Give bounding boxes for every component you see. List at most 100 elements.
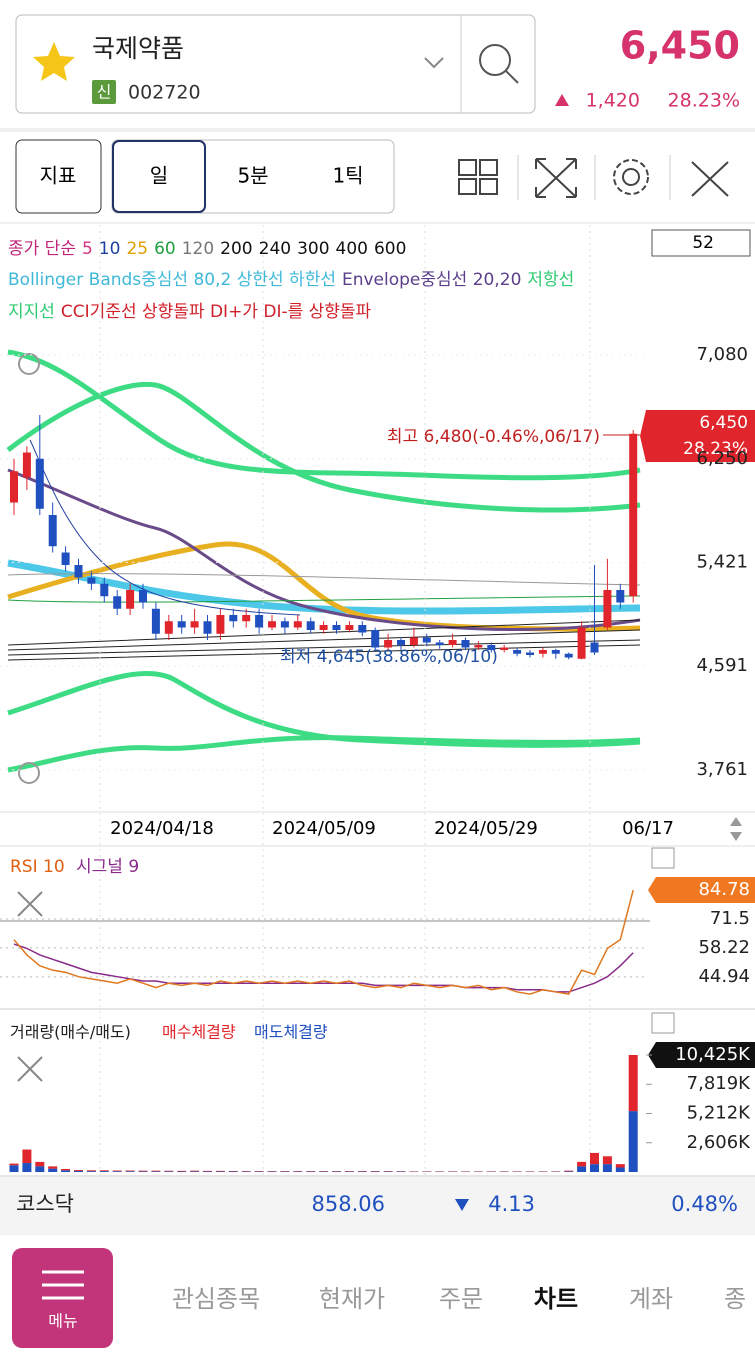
volume-buy-bar xyxy=(22,1149,32,1164)
menu-icon xyxy=(42,1270,84,1300)
current-price: 6,450 xyxy=(699,413,748,433)
search-handle xyxy=(505,70,519,84)
legend-item: 10 xyxy=(98,239,121,259)
separator xyxy=(0,128,755,132)
indicator-button[interactable] xyxy=(15,139,102,214)
candle-body xyxy=(629,433,638,597)
volume-buy-bar xyxy=(203,1170,212,1172)
volume-sell-bar xyxy=(164,1171,174,1172)
price: 6,450 xyxy=(620,24,740,68)
zoom-out[interactable] xyxy=(18,762,40,784)
candle-body xyxy=(538,650,547,654)
index-bar[interactable] xyxy=(0,1177,755,1235)
y-tick-label: 6,250 xyxy=(696,448,748,469)
volume-sell-bar xyxy=(61,1170,71,1172)
y-tick-label: 3,761 xyxy=(696,759,748,780)
legend-item: 25 xyxy=(126,239,149,259)
nav-item[interactable]: 종 xyxy=(724,1285,746,1313)
period-box[interactable] xyxy=(651,229,751,257)
volume-buy-bar xyxy=(577,1161,587,1167)
date-label: 06/17 xyxy=(622,818,674,839)
candle-body xyxy=(590,642,599,653)
scroll-down[interactable] xyxy=(730,832,742,841)
nav-item[interactable]: 계좌 xyxy=(629,1285,673,1313)
candle-body xyxy=(87,577,96,584)
favorite-star[interactable] xyxy=(33,42,75,81)
candle-body xyxy=(513,650,522,654)
nav-item[interactable]: 주문 xyxy=(439,1285,483,1313)
y-tick-label: 4,591 xyxy=(696,655,748,676)
candle-body xyxy=(448,640,457,645)
rsi-current-tag xyxy=(648,877,755,903)
candle-body xyxy=(577,627,586,659)
index-change: 4.13 xyxy=(488,1192,535,1216)
volume-sell-bar xyxy=(203,1171,212,1172)
volume-menu[interactable] xyxy=(651,1012,675,1034)
nav-item[interactable]: 현재가 xyxy=(319,1285,385,1313)
volume-buy-bar xyxy=(112,1170,122,1172)
volume-buy-bar xyxy=(86,1170,96,1172)
menu-label: 메뉴 xyxy=(48,1312,77,1331)
volume-buy-bar xyxy=(215,1170,225,1172)
legend-item: 지지선 xyxy=(8,302,55,322)
nav-item[interactable]: 차트 xyxy=(534,1285,578,1313)
close-rsi[interactable] xyxy=(17,891,43,917)
candle-body xyxy=(526,652,534,655)
candle-body xyxy=(487,645,496,650)
volume-sell-bar xyxy=(35,1166,45,1172)
candle-body xyxy=(616,590,625,603)
scroll-up[interactable] xyxy=(730,817,742,826)
volume-sell-bar xyxy=(590,1164,599,1172)
candle-body xyxy=(332,625,341,630)
period-day[interactable]: 일 xyxy=(150,164,168,188)
search-icon[interactable] xyxy=(479,44,511,76)
volume-sell-bar xyxy=(577,1166,587,1172)
candle-body xyxy=(35,458,44,509)
zoom-in[interactable] xyxy=(18,353,40,375)
candle-body xyxy=(100,583,109,597)
candle-body xyxy=(345,625,354,630)
stock-code: 002720 xyxy=(128,82,201,104)
rsi-title: RSI 10 xyxy=(10,857,65,877)
current-pct: 28.23% xyxy=(683,439,748,459)
index-pct: 0.48% xyxy=(671,1192,738,1216)
volume-title: 거래량(매수/매도) xyxy=(10,1023,131,1042)
volume-sell-bar xyxy=(615,1167,625,1172)
overlay-lines xyxy=(6,349,641,773)
candle-body xyxy=(22,452,31,478)
candle-body xyxy=(384,640,393,648)
rsi-menu[interactable] xyxy=(651,847,675,869)
volume-buy-bar xyxy=(99,1170,109,1172)
candle-body xyxy=(74,565,83,578)
legend-item: Envelope중심선 20,20 xyxy=(341,270,522,290)
legend-item: CCI기준선 상향돌파 DI+가 DI-를 상향돌파 xyxy=(60,302,372,322)
period-tick[interactable]: 1틱 xyxy=(332,164,363,188)
volume-buy-bar xyxy=(125,1170,135,1172)
period-5min[interactable]: 5분 xyxy=(237,164,268,188)
nav-item[interactable]: 관심종목 xyxy=(172,1285,260,1313)
candle-body xyxy=(164,621,173,634)
volume-sell-bar xyxy=(190,1171,200,1172)
y-tick-label: 5,212K xyxy=(687,1103,752,1124)
candle-body xyxy=(564,653,573,658)
dropdown[interactable] xyxy=(424,57,444,69)
toolbar-icons[interactable] xyxy=(458,158,729,198)
volume-sell-bar xyxy=(138,1171,148,1172)
volume-current-tag xyxy=(648,1042,755,1068)
volume-buy-bar xyxy=(61,1168,71,1171)
volume-sell-bar xyxy=(215,1171,225,1172)
volume-buy-bar xyxy=(35,1161,45,1167)
stock-selector[interactable] xyxy=(15,14,536,114)
candle-body xyxy=(48,515,57,547)
candle-body xyxy=(268,621,276,628)
volume-sell-bar xyxy=(9,1165,19,1172)
volume-sell-bar xyxy=(228,1171,238,1172)
close-volume[interactable] xyxy=(17,1056,43,1082)
badge-bg xyxy=(92,80,116,104)
volume-buy-bar xyxy=(151,1170,161,1172)
period-selected[interactable] xyxy=(112,140,206,213)
legend-item: 300 xyxy=(297,239,330,259)
y-tick-label: 10,425K xyxy=(675,1044,751,1065)
high-note: 최고 6,480(-0.46%,06/17) xyxy=(387,427,600,447)
